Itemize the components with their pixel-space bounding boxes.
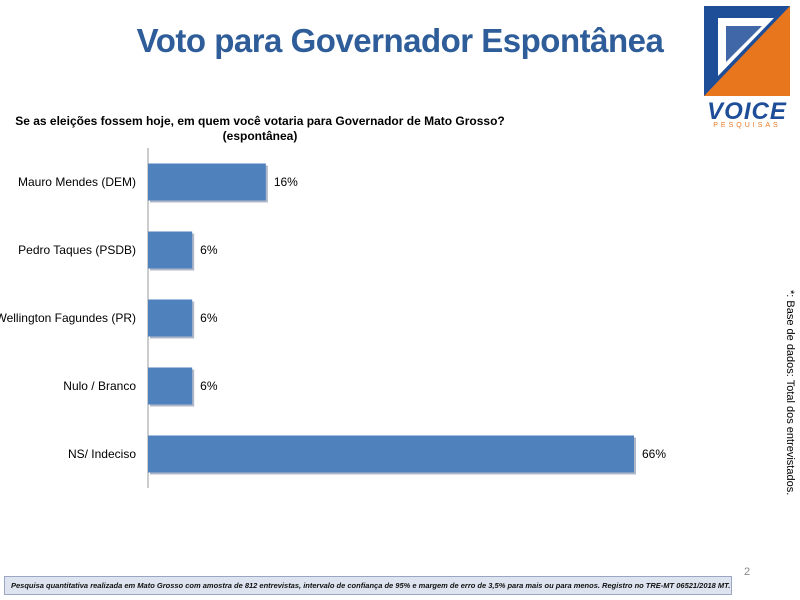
footer-methodology: Pesquisa quantitativa realizada em Mato …: [4, 576, 732, 595]
category-label: Mauro Mendes (DEM): [18, 175, 136, 189]
category-label: NS/ Indeciso: [68, 447, 136, 461]
bar: [148, 299, 193, 337]
category-label: Nulo / Branco: [63, 379, 136, 393]
page-title: Voto para Governador Espontânea: [136, 22, 664, 59]
voice-logo: [704, 6, 790, 96]
data-label: 6%: [200, 311, 218, 325]
data-label: 66%: [642, 447, 666, 461]
page-number: 2: [744, 566, 751, 578]
bar: [148, 367, 193, 405]
logo-wordmark: VOICE: [707, 98, 787, 125]
category-label: Wellington Fagundes (PR): [0, 311, 136, 325]
data-label: 16%: [274, 175, 298, 189]
bar: [148, 435, 634, 473]
data-label: 6%: [200, 243, 218, 257]
data-label: 6%: [200, 379, 218, 393]
bar: [148, 231, 193, 269]
chart-subtitle: (espontânea): [222, 129, 298, 143]
category-label: Pedro Taques (PSDB): [18, 243, 136, 257]
bar-chart: Mauro Mendes (DEM) 16% Pedro Taques (PSDB)…: [0, 148, 666, 488]
side-note: *: Base de dados: Total dos entrevistado…: [784, 290, 796, 496]
chart-title: Se as eleições fossem hoje, em quem você…: [10, 114, 510, 144]
chart-question-text: Se as eleições fossem hoje, em quem você…: [15, 114, 505, 128]
bar: [148, 163, 266, 201]
logo-tagline: PESQUISAS: [713, 122, 781, 129]
